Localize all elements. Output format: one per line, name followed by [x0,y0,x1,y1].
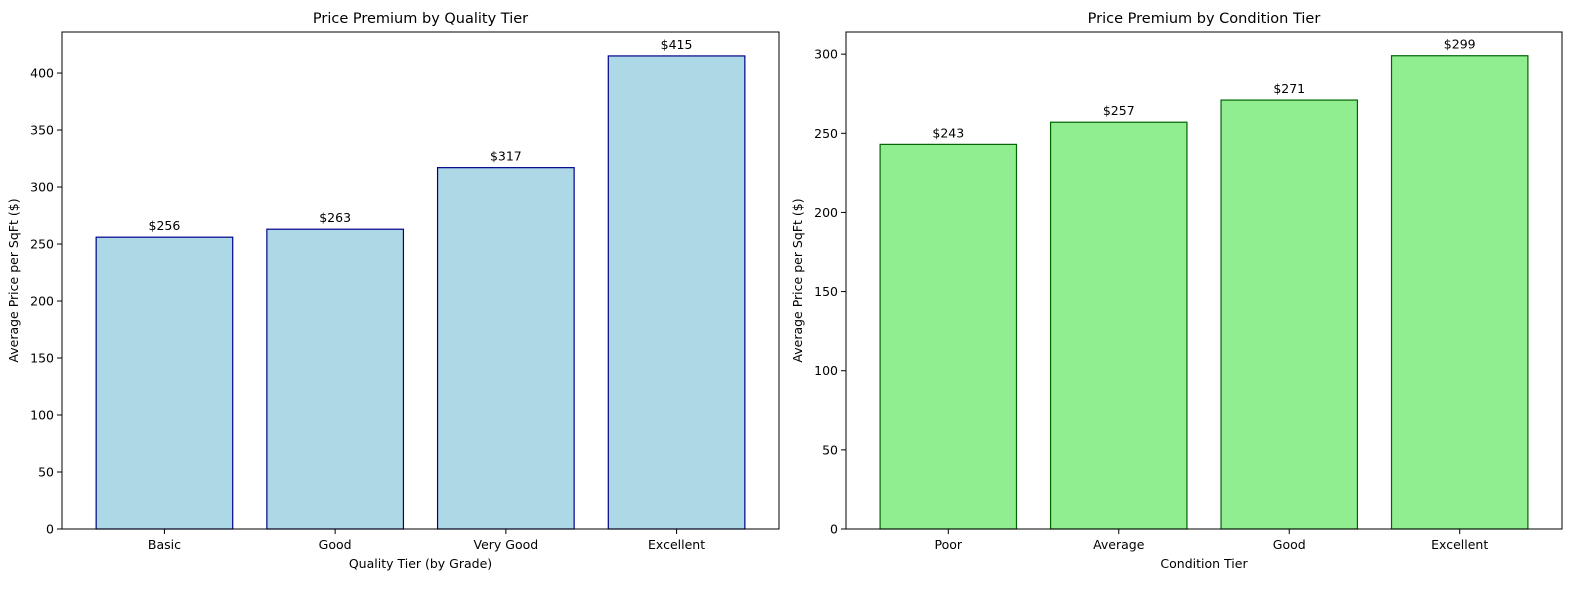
x-axis-label-0: Quality Tier (by Grade) [349,556,492,571]
y-tick-label-0-3: 150 [30,351,54,366]
data-label-0-0: $256 [149,218,181,233]
chart-title-1: Price Premium by Condition Tier [1088,11,1321,27]
data-label-1-1: $257 [1103,103,1135,118]
bar-0-2 [436,167,575,530]
bar-1-0 [879,143,1018,530]
y-tick-label-0-0: 0 [46,522,54,537]
data-label-0-2: $317 [490,149,522,164]
y-tick-label-0-2: 100 [30,408,54,423]
plot-frame-0 [61,31,780,530]
data-label-0-1: $263 [319,210,351,225]
y-tick-label-0-4: 200 [30,294,54,309]
x-axis-label-1: Condition Tier [1160,556,1248,571]
x-tick-label-0-1: Good [319,537,352,552]
plot-frame-1 [845,31,1563,530]
bar-1-2 [1220,99,1359,530]
data-label-1-2: $271 [1273,81,1305,96]
bar-0-3 [607,55,746,530]
bar-0-0 [95,236,234,530]
x-tick-label-0-2: Very Good [474,537,539,552]
y-tick-label-1-4: 200 [814,205,838,220]
bar-1-1 [1049,121,1188,530]
x-tick-label-0-0: Basic [148,537,181,552]
chart-title-0: Price Premium by Quality Tier [313,11,528,27]
x-tick-label-1-2: Good [1273,537,1306,552]
y-tick-label-1-2: 100 [814,363,838,378]
bar-1-3 [1390,55,1529,530]
y-tick-label-1-0: 0 [830,522,838,537]
y-tick-label-0-6: 300 [30,180,54,195]
y-axis-label-0: Average Price per SqFt ($) [6,198,21,362]
x-tick-label-1-1: Average [1093,537,1145,552]
y-tick-label-0-5: 250 [30,237,54,252]
y-tick-label-1-1: 50 [822,442,838,457]
y-tick-label-1-3: 150 [814,284,838,299]
data-label-1-3: $299 [1444,37,1476,52]
y-tick-label-1-6: 300 [814,47,838,62]
data-label-0-3: $415 [661,37,693,52]
x-tick-label-0-3: Excellent [648,537,705,552]
y-tick-label-0-1: 50 [38,465,54,480]
y-tick-label-1-5: 250 [814,126,838,141]
bar-0-1 [266,228,405,530]
x-tick-label-1-3: Excellent [1431,537,1488,552]
data-label-1-0: $243 [932,125,964,140]
y-axis-label-1: Average Price per SqFt ($) [790,198,805,362]
x-tick-label-1-0: Poor [935,537,963,552]
y-tick-label-0-8: 400 [30,66,54,81]
y-tick-label-0-7: 350 [30,123,54,138]
